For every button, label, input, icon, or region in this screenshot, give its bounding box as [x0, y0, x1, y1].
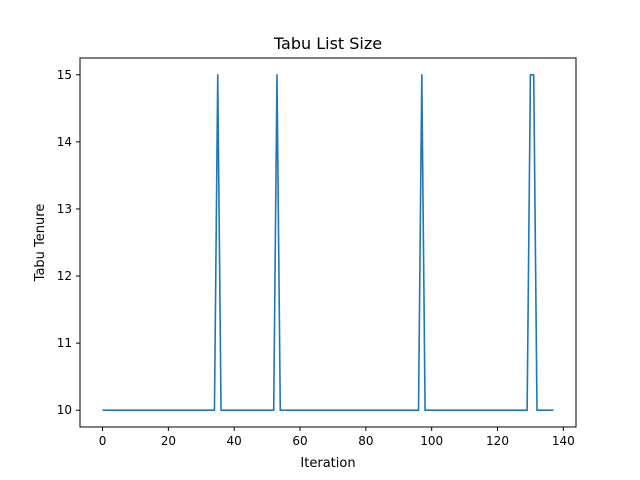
x-axis: 0 20 40 60 80 100 120 140: [99, 427, 575, 448]
plot-frame: [79, 57, 577, 428]
x-tick-label: 40: [227, 434, 242, 448]
y-tick-label: 10: [57, 403, 72, 417]
y-axis: 10 11 12 13 14 15: [57, 68, 80, 417]
x-tick-label: 120: [486, 434, 509, 448]
x-tick-label: 60: [292, 434, 307, 448]
y-axis-label: Tabu Tenure: [33, 204, 48, 283]
x-tick-label: 0: [99, 434, 107, 448]
x-tick-label: 20: [161, 434, 176, 448]
x-tick-label: 80: [358, 434, 373, 448]
y-tick-label: 14: [57, 135, 72, 149]
x-tick-label: 100: [420, 434, 443, 448]
x-tick-label: 140: [552, 434, 575, 448]
y-tick-label: 11: [57, 336, 72, 350]
x-axis-label: Iteration: [300, 456, 355, 471]
series-line-0: [102, 73, 554, 412]
y-tick-label: 15: [57, 68, 72, 82]
chart-title: Tabu List Size: [273, 34, 382, 53]
y-tick-label: 12: [57, 269, 72, 283]
y-tick-label: 13: [57, 202, 72, 216]
